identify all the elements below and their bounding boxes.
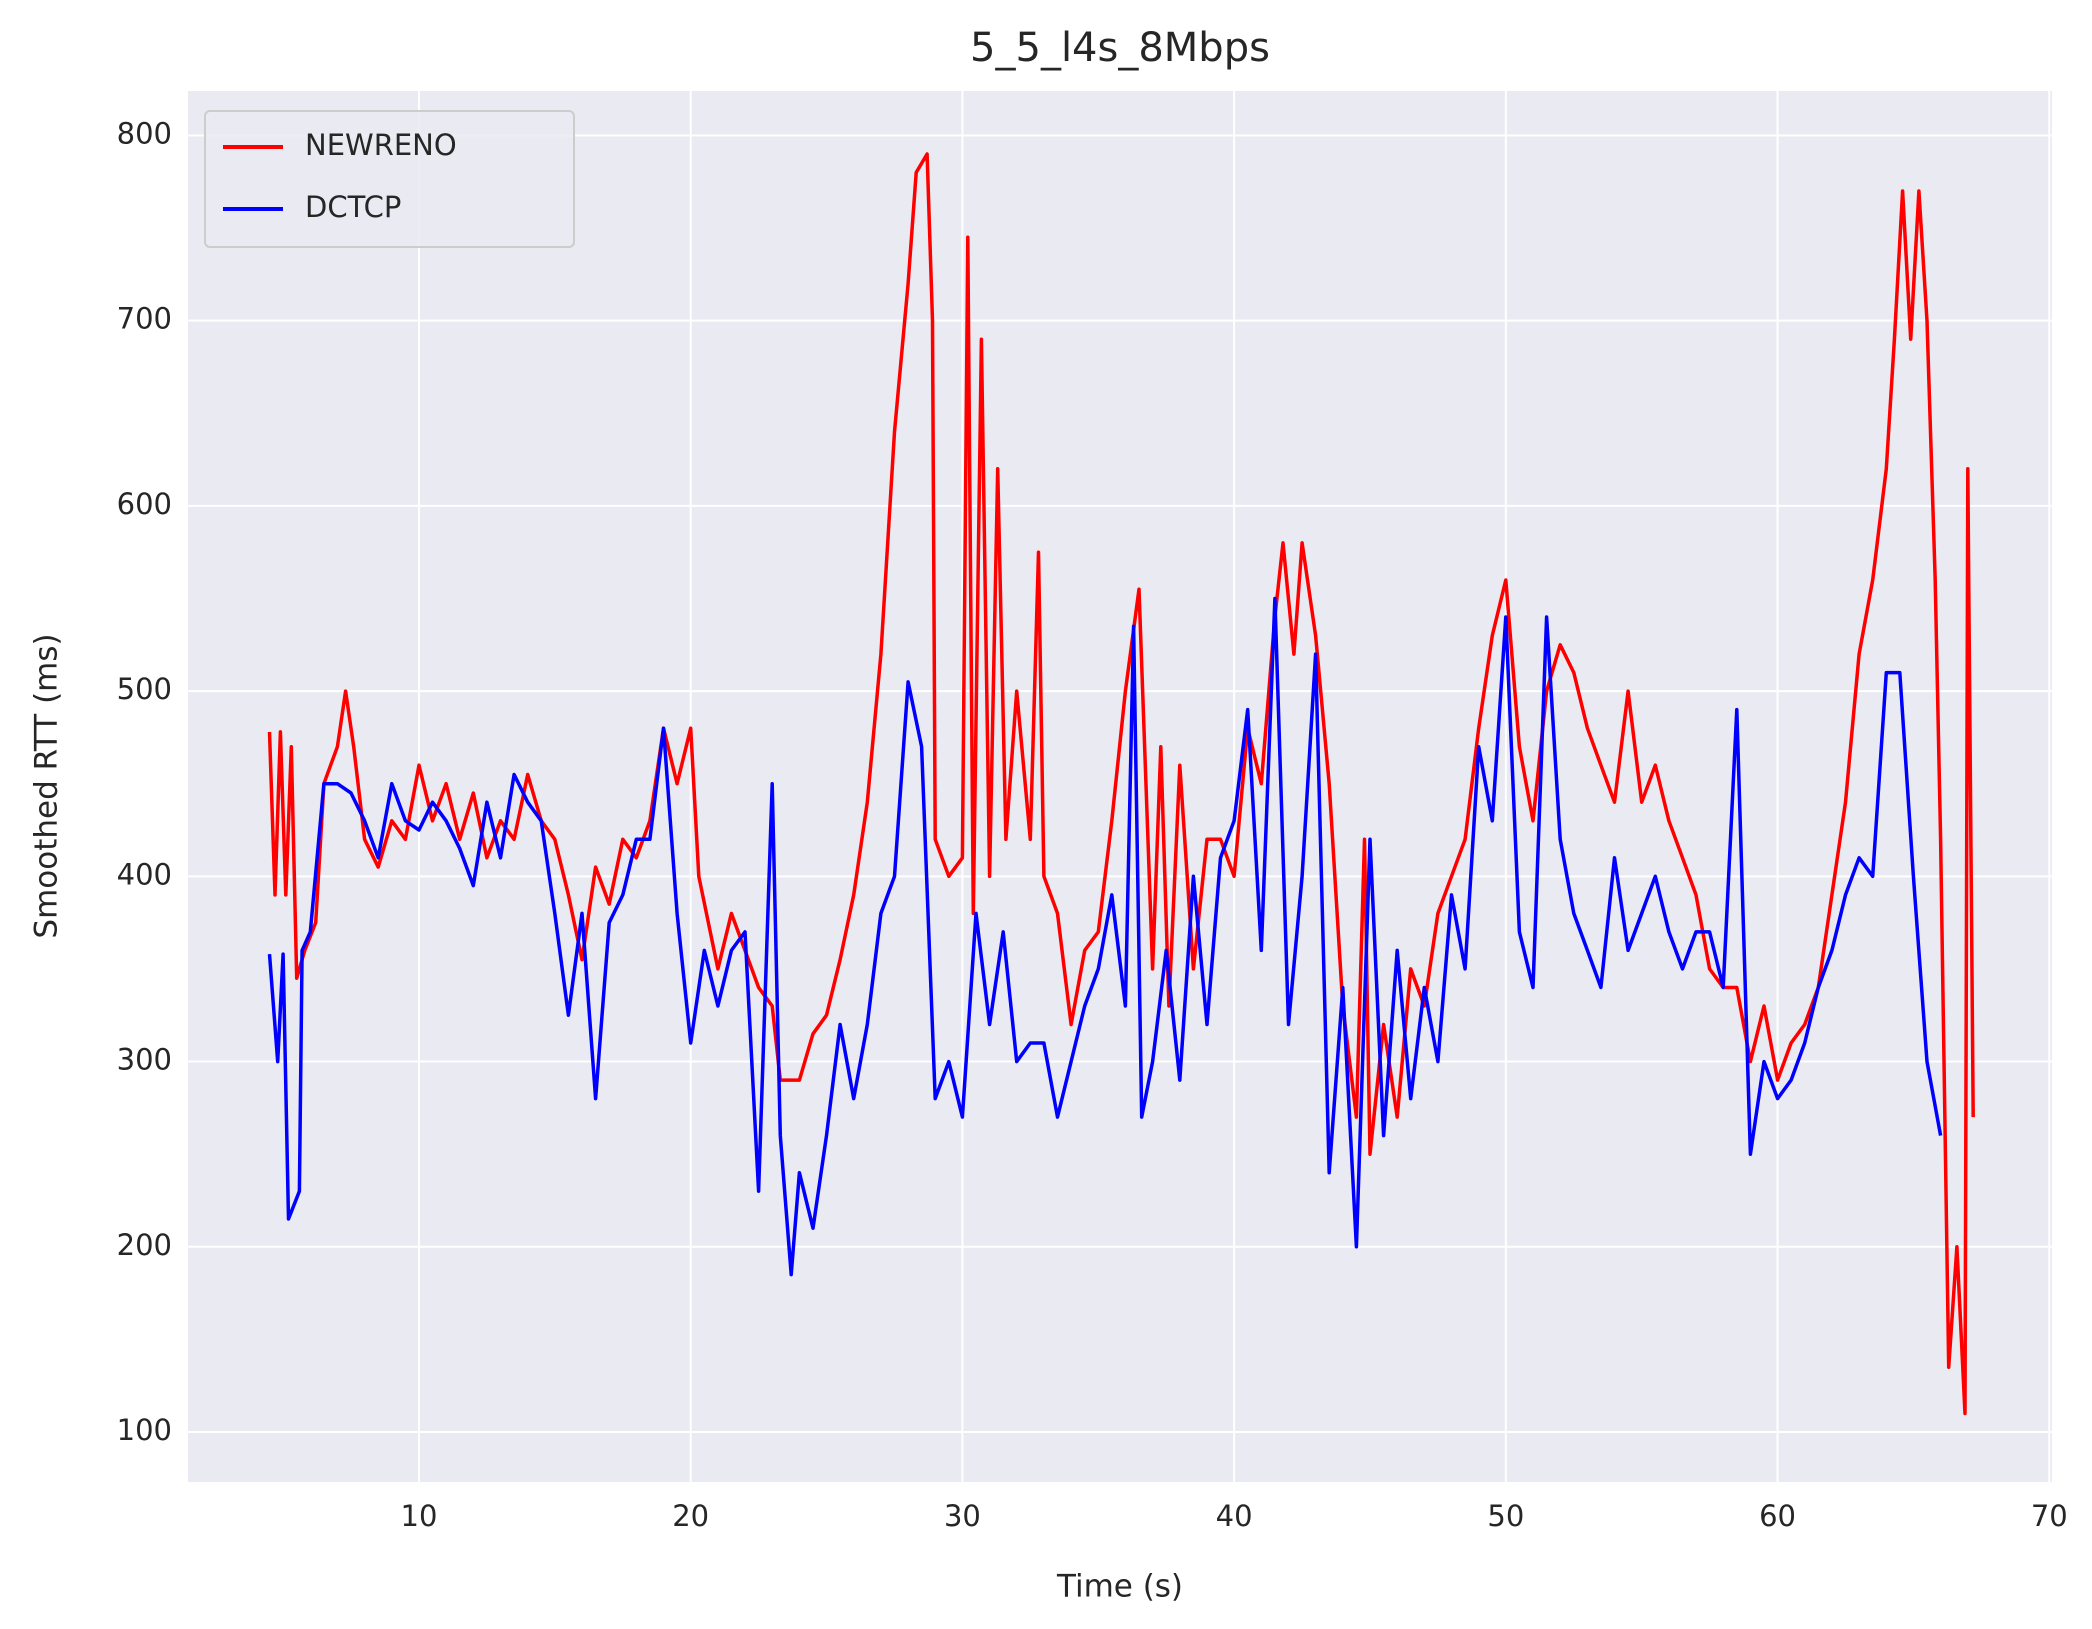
series-line: [267, 596, 1943, 1277]
y-tick-label: 500: [117, 672, 172, 706]
x-tick-label: 30: [944, 1499, 981, 1533]
x-tick-label: 10: [401, 1499, 438, 1533]
x-tick-label: 50: [1487, 1499, 1524, 1533]
legend-label: NEWRENO: [305, 128, 457, 162]
y-axis-label: Smoothed RTT (ms): [29, 633, 65, 938]
legend-label: DCTCP: [305, 190, 401, 224]
x-tick-label: 70: [2031, 1499, 2068, 1533]
plot-area: [188, 91, 2052, 1482]
legend-box: [204, 110, 575, 248]
x-tick-label: 20: [672, 1499, 709, 1533]
y-tick-label: 800: [117, 116, 172, 150]
y-tick-label: 400: [117, 857, 172, 891]
x-tick-label: 40: [1216, 1499, 1253, 1533]
y-tick-label: 100: [117, 1413, 172, 1447]
y-tick-label: 600: [117, 487, 172, 521]
y-tick-label: 200: [117, 1228, 172, 1262]
chart-title: 5_5_l4s_8Mbps: [970, 25, 1270, 71]
y-tick-label: 700: [117, 302, 172, 336]
x-tick-label: 60: [1759, 1499, 1796, 1533]
y-tick-label: 300: [117, 1043, 172, 1077]
x-axis-label: Time (s): [1056, 1569, 1183, 1605]
